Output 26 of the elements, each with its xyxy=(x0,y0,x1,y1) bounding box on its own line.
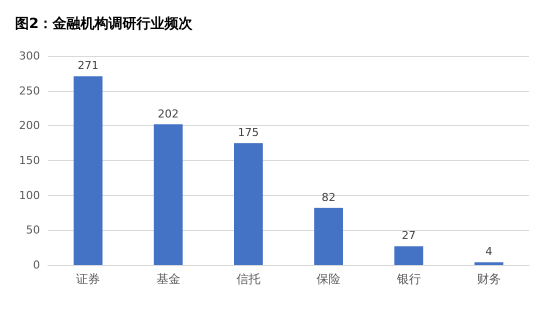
bar xyxy=(474,262,504,265)
y-tick-label: 50 xyxy=(26,224,40,237)
y-tick-label: 0 xyxy=(33,258,40,272)
x-tick-label: 证券 xyxy=(76,272,100,286)
data-label: 175 xyxy=(238,126,259,140)
x-tick-label: 银行 xyxy=(396,272,421,286)
y-tick-label: 250 xyxy=(19,84,40,98)
x-tick-label: 财务 xyxy=(476,272,501,286)
data-label: 27 xyxy=(402,229,416,242)
chart-title: 图2：金融机构调研行业频次 xyxy=(15,16,194,32)
data-label: 82 xyxy=(322,190,336,204)
x-tick-label: 信托 xyxy=(236,272,260,286)
y-tick-label: 200 xyxy=(19,119,40,132)
data-label: 271 xyxy=(78,59,99,72)
data-label: 4 xyxy=(485,245,492,258)
bar xyxy=(74,76,103,265)
bar xyxy=(234,143,263,265)
y-tick-label: 300 xyxy=(19,50,40,62)
bar xyxy=(394,246,424,265)
x-tick-label: 基金 xyxy=(156,272,180,286)
y-tick-label: 150 xyxy=(19,154,40,167)
y-tick-label: 100 xyxy=(19,188,40,202)
bar xyxy=(154,124,183,265)
data-label: 202 xyxy=(158,107,179,120)
x-tick-label: 保险 xyxy=(316,272,341,286)
bar xyxy=(314,208,344,265)
